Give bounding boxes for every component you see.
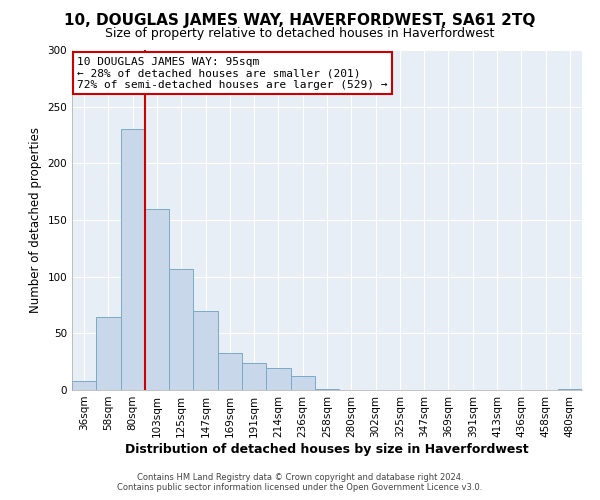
Bar [169, 268, 193, 390]
Text: Size of property relative to detached houses in Haverfordwest: Size of property relative to detached ho… [106, 28, 494, 40]
Text: 10 DOUGLAS JAMES WAY: 95sqm
← 28% of detached houses are smaller (201)
72% of se: 10 DOUGLAS JAMES WAY: 95sqm ← 28% of det… [77, 57, 388, 90]
Bar [558, 389, 582, 390]
Bar [96, 318, 121, 390]
Bar [266, 368, 290, 390]
X-axis label: Distribution of detached houses by size in Haverfordwest: Distribution of detached houses by size … [125, 442, 529, 456]
Bar [315, 389, 339, 390]
Bar [218, 352, 242, 390]
Bar [193, 310, 218, 390]
Bar [121, 130, 145, 390]
Text: Contains HM Land Registry data © Crown copyright and database right 2024.
Contai: Contains HM Land Registry data © Crown c… [118, 473, 482, 492]
Bar [72, 381, 96, 390]
Bar [290, 376, 315, 390]
Y-axis label: Number of detached properties: Number of detached properties [29, 127, 42, 313]
Text: 10, DOUGLAS JAMES WAY, HAVERFORDWEST, SA61 2TQ: 10, DOUGLAS JAMES WAY, HAVERFORDWEST, SA… [64, 12, 536, 28]
Bar [145, 208, 169, 390]
Bar [242, 363, 266, 390]
